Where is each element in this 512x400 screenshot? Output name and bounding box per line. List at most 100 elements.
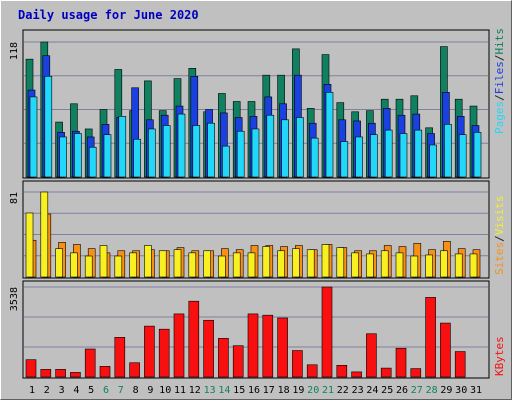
x-day-label: 31 [470,385,482,396]
bar-kbytes [321,286,333,378]
bar-visits [395,252,404,278]
x-day-label: 30 [455,385,467,396]
bar-pages [384,129,393,178]
bar-visits [410,255,419,278]
bar-visits [188,252,197,278]
bar-kbytes [425,297,436,378]
x-day-label: 23 [352,385,364,396]
bar-pages [103,134,112,178]
bar-kbytes [188,300,200,378]
bar-visits [99,245,108,278]
bar-pages [296,117,304,178]
bar-pages [266,114,275,178]
bar-pages [192,125,201,178]
y-max-tick-label: 3538 [9,287,20,311]
bar-kbytes [218,338,229,378]
x-day-label: 13 [204,385,216,396]
x-day-label: 28 [426,385,438,396]
bar-visits [203,250,211,278]
bar-pages [281,119,289,178]
bar-visits [158,250,167,278]
bar-visits [306,249,315,278]
x-day-label: 6 [103,385,109,396]
bar-pages [44,76,53,178]
bar-pages [236,130,245,178]
bar-kbytes [380,367,392,378]
bar-visits [144,245,152,278]
x-day-label: 7 [118,385,124,396]
bar-visits [40,191,49,278]
x-day-label: 24 [366,385,378,396]
bar-pages [222,145,230,178]
bar-kbytes [25,359,37,378]
x-day-label: 18 [278,385,290,396]
bar-kbytes [277,317,288,378]
bar-kbytes [262,314,274,378]
bar-visits [380,250,389,278]
bar-kbytes [158,328,170,378]
x-day-label: 20 [307,385,319,396]
bar-pages [340,141,349,178]
bar-visits [232,252,241,278]
x-day-label: 12 [189,385,201,396]
bar-pages [207,122,215,178]
x-day-label: 1 [29,385,35,396]
bar-kbytes [144,325,155,378]
chart-title: Daily usage for June 2020 [18,8,199,22]
x-day-label: 15 [233,385,245,396]
bar-visits [55,248,63,278]
bar-kbytes [203,319,214,378]
bar-kbytes [395,347,407,378]
x-day-label: 26 [396,385,408,396]
bar-visits [336,247,345,278]
bar-visits [366,253,374,278]
bar-visits [454,253,463,278]
x-day-label: 22 [337,385,349,396]
x-day-label: 4 [73,385,79,396]
y-max-tick-label: 118 [9,42,20,60]
bar-pages [370,134,378,178]
legend-sites-visits: Sites/Visits [493,196,506,276]
bar-pages [88,146,97,178]
legend: Pages/Files/Hits Sites/Visits KBytes [493,28,506,376]
x-day-label: 25 [381,385,393,396]
bar-pages [177,113,186,178]
bar-pages [118,116,127,178]
bar-visits [70,252,78,278]
bar-kbytes [55,369,66,378]
bar-kbytes [292,350,303,378]
bar-visits [129,252,137,278]
bar-kbytes [70,372,81,378]
bar-visits [277,250,285,278]
bar-visits [292,248,300,278]
x-day-label: 2 [44,385,50,396]
x-day-label: 27 [411,385,423,396]
bar-visits [321,244,330,278]
x-day-label: 10 [159,385,171,396]
bar-kbytes [40,369,52,378]
x-day-label: 29 [440,385,452,396]
x-day-label: 21 [322,385,334,396]
bar-visits [351,252,359,278]
x-day-label: 16 [248,385,260,396]
x-day-label: 11 [174,385,186,396]
bar-pages [133,138,141,178]
bar-kbytes [440,322,451,378]
bar-pages [251,128,260,178]
bar-visits [114,255,123,278]
bar-visits [25,212,34,278]
bars [25,41,482,378]
bar-visits [440,250,448,278]
y-tick-labels: 118 81 3538 [9,42,20,311]
bar-visits [262,246,271,278]
bar-pages [148,128,156,178]
bar-pages [355,136,363,178]
bar-pages [59,136,67,178]
bar-kbytes [351,371,362,378]
bar-pages [74,133,82,178]
x-day-label: 3 [59,385,65,396]
bar-visits [247,252,256,278]
bar-kbytes [410,368,422,378]
